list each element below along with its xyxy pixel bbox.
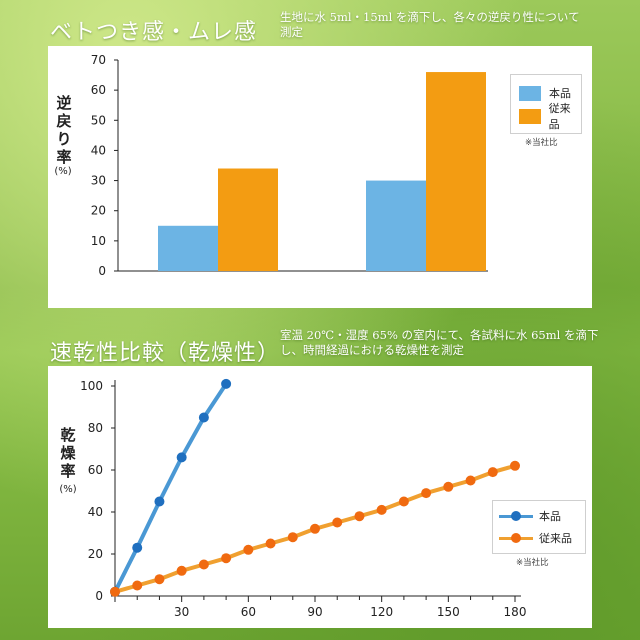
line-point-juraihin <box>265 538 276 549</box>
line-point-juraihin <box>376 504 387 515</box>
line-y-axis-unit: (%) <box>59 484 77 495</box>
bar-footnote: ※当社比 <box>525 138 558 148</box>
line-point-honpin <box>176 452 187 463</box>
bar-legend: 本品 従来品 <box>510 74 582 134</box>
line-y-axis-label: 乾燥率 <box>60 426 76 480</box>
line-y-tick-label: 40 <box>88 505 103 519</box>
line-point-juraihin <box>132 580 143 591</box>
bar-juraihin-2 <box>426 72 486 271</box>
line-point-juraihin <box>176 565 187 576</box>
bar-legend-item-honpin: 本品 <box>511 84 571 102</box>
line-legend-item-honpin: 本品 <box>493 507 561 525</box>
line-x-tick-label: 180 <box>504 605 527 619</box>
bar-legend-swatch-juraihin <box>519 108 541 124</box>
line-y-tick-label: 60 <box>88 463 103 477</box>
line-point-juraihin <box>421 488 432 499</box>
bar-legend-label-honpin: 本品 <box>549 87 571 100</box>
line-x-tick-label: 120 <box>370 605 393 619</box>
bar-chart-panel: 逆戻り率 (%) 0 10 20 30 40 50 60 70 本品 従来品 ※当社比 <box>48 46 592 308</box>
line-chart: 0 20 40 60 80 100 30 60 90 120 150 180 <box>80 378 527 619</box>
bar-juraihin-1 <box>218 168 278 271</box>
line-legend: 本品 従来品 <box>492 500 586 554</box>
line-y-tick-label: 80 <box>88 421 103 435</box>
line-legend-symbol-honpin <box>499 509 533 523</box>
line-section-note: 室温 20℃・湿度 65% の室内にて、各試料に水 65ml を滴下し、時間経過… <box>280 328 599 357</box>
bar-legend-item-juraihin: 従来品 <box>511 102 581 131</box>
line-point-juraihin <box>154 574 165 585</box>
bar-section-note: 生地に水 5ml・15ml を滴下し、各々の逆戻り性について測定 <box>280 10 580 39</box>
line-y-tick-label: 100 <box>80 379 103 393</box>
bar-y-axis-unit: (%) <box>54 166 72 177</box>
line-y-tick-label: 20 <box>88 547 103 561</box>
line-y-tick-label: 0 <box>95 589 103 603</box>
line-point-juraihin <box>221 553 232 564</box>
bar-y-tick-label: 30 <box>91 174 106 188</box>
bar-y-tick-label: 60 <box>91 83 106 97</box>
line-point-juraihin <box>332 517 343 528</box>
line-legend-label-honpin: 本品 <box>539 510 561 523</box>
line-point-juraihin <box>287 532 298 543</box>
bar-legend-swatch-honpin <box>519 85 541 101</box>
line-point-juraihin <box>443 481 454 492</box>
bar-honpin-1 <box>158 225 218 271</box>
bar-legend-label-juraihin: 従来品 <box>548 102 571 131</box>
line-series-honpin <box>113 382 228 593</box>
bar-y-tick-label: 10 <box>91 234 106 248</box>
bar-y-axis-label: 逆戻り率 <box>56 94 72 166</box>
bar-y-tick-label: 20 <box>91 204 106 218</box>
bar-y-tick-label: 40 <box>91 143 106 157</box>
bar-y-tick-label: 70 <box>91 53 106 67</box>
line-point-juraihin <box>198 559 209 570</box>
line-x-tick-label: 90 <box>307 605 322 619</box>
bar-y-tick-label: 0 <box>98 264 106 278</box>
line-footnote: ※当社比 <box>516 558 549 568</box>
line-legend-symbol-juraihin <box>499 531 533 545</box>
line-x-tick-label: 150 <box>437 605 460 619</box>
line-point-juraihin <box>465 475 476 486</box>
line-legend-item-juraihin: 従来品 <box>493 529 572 547</box>
line-x-tick-label: 60 <box>241 605 256 619</box>
line-point-juraihin <box>354 511 365 522</box>
line-point-honpin <box>154 496 165 507</box>
line-legend-label-juraihin: 従来品 <box>539 532 572 545</box>
line-x-tick-label: 30 <box>174 605 189 619</box>
line-point-juraihin <box>510 460 520 471</box>
line-point-juraihin <box>110 586 120 597</box>
line-point-juraihin <box>487 467 498 478</box>
line-point-honpin <box>221 378 232 389</box>
line-point-juraihin <box>243 544 254 555</box>
line-point-honpin <box>198 412 209 423</box>
bar-honpin-2 <box>366 180 426 271</box>
bar-chart: 0 10 20 30 40 50 60 70 <box>91 53 488 278</box>
line-point-juraihin <box>398 496 409 507</box>
line-chart-panel: 乾燥率 (%) 0 20 40 60 80 100 30 60 90 120 150 180 本品 従… <box>48 366 592 628</box>
line-point-juraihin <box>310 523 320 534</box>
bar-y-tick-label: 50 <box>91 113 106 127</box>
bar-section-heading: ベトつき感・ムレ感 <box>50 20 258 45</box>
line-point-honpin <box>132 542 143 553</box>
line-section-heading: 速乾性比較（乾燥性） <box>50 341 281 366</box>
